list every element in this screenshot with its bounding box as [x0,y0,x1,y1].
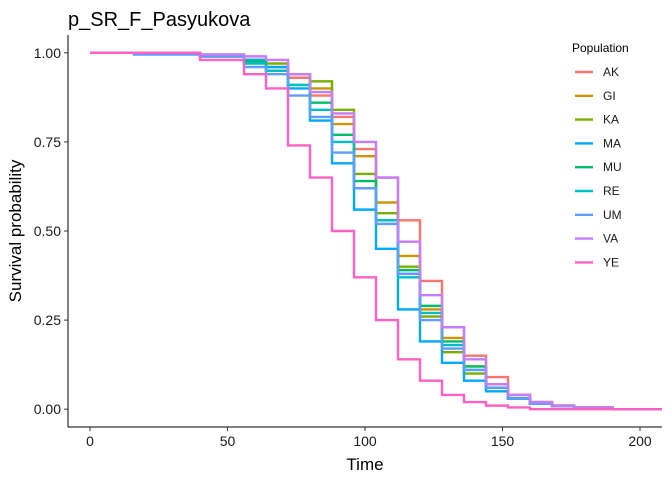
legend-label-ma: MA [603,136,621,150]
legend-label-ye: YE [603,255,619,269]
legend-items: AK GI KA MA MU RE UM VA YE [575,65,622,269]
y-tick-label: 0.50 [34,223,61,239]
x-tick-label: 200 [628,433,652,449]
legend: Population AK GI KA MA MU RE UM VA YE [572,41,629,269]
y-tick-label: 0.00 [34,401,61,417]
x-tick-label: 50 [220,433,236,449]
legend-label-re: RE [603,184,620,198]
y-tick-label: 0.75 [34,134,61,150]
y-axis-title: Survival probability [6,159,25,302]
legend-label-um: UM [603,208,622,222]
legend-label-gi: GI [603,89,616,103]
x-tick-label: 150 [491,433,515,449]
x-axis-title: Time [346,455,383,474]
legend-label-mu: MU [603,160,622,174]
chart-title: p_SR_F_Pasyukova [68,9,251,31]
x-tick-label: 100 [353,433,377,449]
y-tick-label: 0.25 [34,312,61,328]
series-line-ye [90,51,662,411]
legend-title: Population [572,41,629,55]
legend-label-ka: KA [603,113,619,127]
y-ticks: 0.00 0.25 0.50 0.75 1.00 [34,45,68,417]
series-line-um [90,51,662,411]
series-line-va [90,51,662,411]
axes [67,35,662,428]
y-tick-label: 1.00 [34,45,61,61]
x-tick-label: 0 [86,433,94,449]
plot-area [90,51,662,411]
legend-label-va: VA [603,232,618,246]
legend-label-ak: AK [603,65,619,79]
x-ticks: 0 50 100 150 200 [86,427,652,449]
series-line-ma [90,51,662,411]
